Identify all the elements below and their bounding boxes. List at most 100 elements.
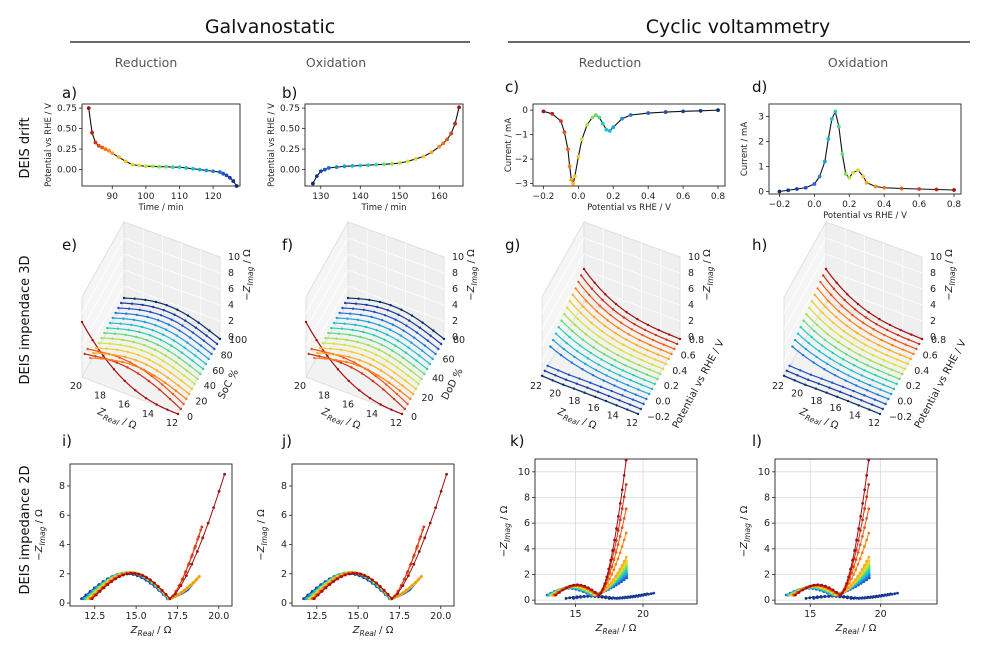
data-point — [899, 186, 904, 191]
data-point — [898, 353, 902, 356]
data-point — [865, 495, 869, 499]
data-point — [563, 313, 566, 316]
data-point — [860, 551, 864, 555]
y-tick-label: 100 — [229, 335, 247, 346]
y-tick-label: 8 — [59, 481, 65, 492]
grid-line — [347, 269, 445, 306]
data-point — [845, 353, 848, 356]
data-point — [366, 368, 369, 371]
data-point — [615, 404, 618, 407]
data-point — [217, 489, 221, 493]
y-tick-label: 0.2 — [664, 381, 679, 392]
data-point — [568, 300, 572, 303]
data-point — [879, 388, 882, 391]
data-point — [579, 583, 583, 587]
data-point — [211, 169, 216, 174]
data-point — [380, 369, 383, 372]
z-tick-label: 2 — [930, 316, 936, 327]
data-point — [816, 583, 820, 587]
data-point — [401, 384, 404, 387]
data-point — [183, 588, 186, 592]
x-tick-label: 15 — [569, 609, 581, 620]
x-tick-label: 130 — [312, 192, 329, 202]
data-point — [91, 338, 94, 342]
data-point — [194, 354, 197, 357]
data-point — [161, 383, 164, 386]
data-point — [137, 163, 142, 168]
data-point — [808, 306, 811, 309]
data-point — [867, 531, 871, 535]
data-point — [814, 387, 818, 390]
series-line — [121, 302, 218, 345]
data-point — [197, 321, 200, 324]
data-point — [174, 389, 177, 392]
data-point — [842, 330, 846, 333]
data-point — [395, 392, 399, 396]
data-point — [867, 574, 871, 578]
x-tick-label: 150 — [391, 192, 408, 202]
y-tick-label: 40 — [432, 374, 444, 385]
data-point — [180, 379, 183, 382]
data-point — [390, 161, 394, 166]
data-point — [799, 369, 802, 372]
data-point — [847, 347, 851, 351]
data-point — [163, 381, 167, 384]
data-point — [142, 368, 145, 371]
data-point — [869, 333, 873, 336]
data-point — [858, 379, 861, 382]
data-point — [637, 388, 640, 391]
data-point — [615, 527, 618, 530]
data-point — [622, 343, 625, 346]
label-part: Imag — [948, 266, 957, 285]
data-point — [618, 502, 622, 505]
data-point — [188, 392, 191, 396]
data-point — [884, 378, 888, 381]
data-point — [849, 394, 852, 398]
series-line — [104, 332, 201, 375]
data-point — [659, 348, 663, 351]
data-point — [904, 367, 907, 371]
data-point — [626, 384, 630, 387]
y-tick-label: 40 — [204, 381, 216, 392]
data-point — [114, 311, 117, 315]
z-tick-label: 10 — [452, 252, 464, 263]
data-point — [415, 331, 419, 334]
data-point — [83, 352, 87, 356]
data-point — [129, 572, 133, 575]
data-point — [624, 338, 628, 341]
label-part: Imag — [260, 526, 269, 545]
data-point — [662, 343, 665, 346]
x-axis-label: ZReal / Ω — [318, 406, 362, 434]
data-point — [157, 318, 160, 322]
data-point — [613, 384, 616, 387]
data-point — [172, 366, 175, 369]
data-point — [168, 397, 172, 401]
x-tick-label: 0.6 — [912, 200, 927, 210]
data-point — [169, 371, 172, 374]
x-tick-label: 18 — [318, 390, 330, 401]
data-point — [882, 383, 885, 386]
x-tick-label: 20 — [70, 381, 82, 392]
data-point — [853, 549, 856, 552]
data-point — [129, 361, 132, 364]
data-point — [445, 137, 450, 142]
data-point — [413, 336, 416, 339]
data-point — [405, 324, 408, 327]
data-point — [121, 338, 125, 342]
y-tick-label: 0.50 — [57, 125, 77, 135]
data-point — [604, 127, 609, 132]
label-part: Z — [466, 284, 477, 293]
data-point — [347, 379, 350, 382]
data-point — [437, 144, 442, 149]
data-point — [618, 374, 622, 377]
series-line — [107, 327, 204, 370]
y-tick-label: 10 — [518, 467, 530, 478]
series-line — [88, 108, 238, 187]
data-point — [417, 382, 420, 386]
series-line — [325, 337, 422, 380]
data-point — [593, 281, 596, 284]
data-point — [867, 572, 871, 576]
data-point — [627, 333, 631, 336]
data-point — [449, 131, 454, 136]
